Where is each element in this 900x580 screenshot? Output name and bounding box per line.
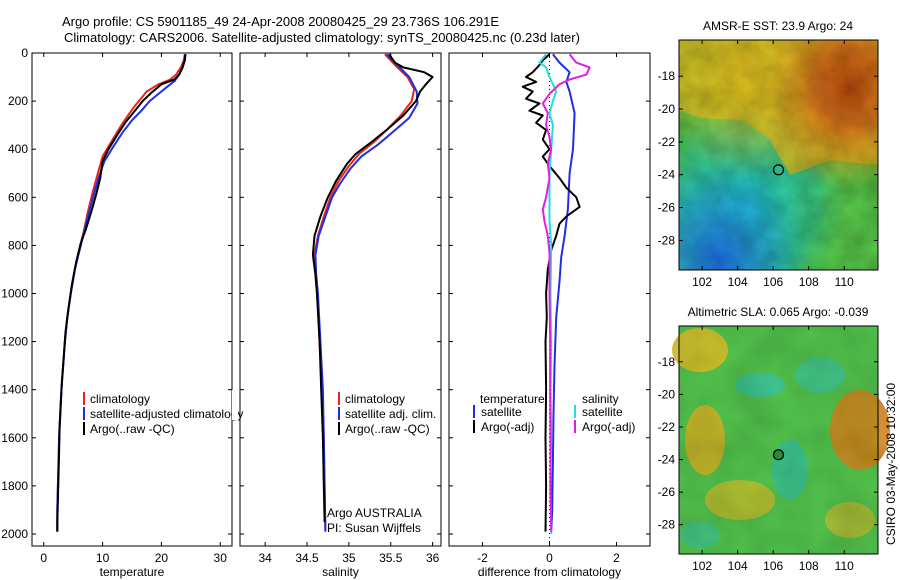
y-tick-label: 200 — [8, 94, 28, 108]
x-tick-label: 102 — [692, 559, 712, 573]
y-tick-label: -18 — [658, 355, 676, 369]
plot-frame — [239, 52, 442, 547]
argo-country-label: Argo AUSTRALIA — [327, 506, 422, 520]
temperature-profile-panel: 0 200 400 600 800 1000 1200 1400 1600 1800 2000 0 10… — [1, 46, 233, 579]
x-tick-label: 20 — [155, 551, 169, 565]
legend-label: satellite-adjusted climatology — [90, 407, 243, 421]
y-tick-label: -22 — [658, 420, 676, 434]
y-tick-label: -18 — [658, 69, 676, 83]
series-line-black — [311, 53, 434, 523]
x-tick-label: 106 — [763, 275, 783, 289]
legend-label: climatology — [345, 392, 405, 406]
x-tick-label: 0 — [546, 551, 553, 565]
legend-label: Argo(-adj) — [582, 420, 635, 434]
x-tick-label: 35 — [342, 551, 356, 565]
y-tick-label: -26 — [658, 485, 676, 499]
x-tick-label: 104 — [728, 559, 748, 573]
y-tick-label: 400 — [8, 142, 28, 156]
sst-map-axes: 102 104 106 108 110 -18 -20 -22 -24 -26 -28 — [658, 40, 878, 289]
x-tick-label: 110 — [835, 275, 854, 289]
x-tick-label: 34.5 — [295, 551, 319, 565]
y-tick-label: -26 — [658, 201, 676, 215]
series-line-magenta — [541, 53, 591, 532]
y-tick-label: 1200 — [1, 335, 28, 349]
salinity-profile-panel: 34 34.5 35 35.5 36 salinity — [239, 52, 442, 579]
y-tick-label: 1600 — [1, 431, 28, 445]
legend-label: satellite — [582, 405, 623, 419]
argo-location-marker — [772, 164, 785, 176]
series-line-black — [521, 53, 581, 532]
plot-frame — [31, 52, 233, 547]
y-tick-label: -24 — [658, 168, 676, 182]
y-tick-label: 800 — [8, 238, 28, 252]
legend-label: climatology — [90, 392, 150, 406]
y-tick-label: 0 — [21, 46, 28, 60]
series-line-black — [56, 54, 187, 532]
difference-legend: temperature salinity satellite Argo(-adj… — [473, 392, 635, 434]
y-tick-label: -20 — [658, 387, 676, 401]
pi-label: PI: Susan Wijffels — [327, 521, 421, 535]
csiro-credit: CSIRO 03-May-2008 10:32:00 — [884, 383, 898, 545]
sla-map-axes: 102 104 106 108 110 -18 -20 -22 -24 -26 -28 — [658, 326, 878, 573]
x-tick-label: 0 — [40, 551, 47, 565]
figure-title-line2: Climatology: CARS2006. Satellite-adjuste… — [64, 30, 580, 45]
x-tick-label: 110 — [835, 559, 854, 573]
legend-label: Argo(..raw -QC) — [90, 422, 175, 436]
x-tick-label: 106 — [763, 559, 783, 573]
argo-location-marker — [772, 449, 785, 461]
y-tick-label: -28 — [658, 518, 676, 532]
y-tick-label: -22 — [658, 135, 676, 149]
y-tick-label: -20 — [658, 102, 676, 116]
y-tick-label: 1400 — [1, 383, 28, 397]
x-tick-label: 30 — [214, 551, 228, 565]
x-tick-label: 102 — [692, 275, 712, 289]
legend-label: satellite — [481, 405, 522, 419]
sla-heatmap — [672, 326, 890, 554]
temperature-legend: climatology satellite-adjusted climatolo… — [83, 392, 243, 436]
legend-label: Argo(..raw -QC) — [345, 422, 430, 436]
x-tick-label: -2 — [477, 551, 488, 565]
y-tick-label: -24 — [658, 453, 676, 467]
x-tick-label: 104 — [728, 275, 748, 289]
legend-title-salinity: salinity — [582, 392, 619, 406]
x-tick-label: 108 — [799, 275, 819, 289]
x-axis-label: temperature — [100, 565, 165, 579]
x-tick-label: 2 — [613, 551, 620, 565]
x-tick-label: 36 — [426, 551, 440, 565]
x-axis-label: salinity — [322, 565, 359, 579]
y-tick-label: 1000 — [1, 286, 28, 300]
sst-heatmap — [679, 40, 878, 270]
figure-title-line1: Argo profile: CS 5901185_49 24-Apr-2008 … — [62, 14, 499, 29]
sla-map-title: Altimetric SLA: 0.065 Argo: -0.039 — [688, 305, 869, 319]
sst-map-title: AMSR-E SST: 23.9 Argo: 24 — [703, 19, 853, 33]
y-tick-label: -28 — [658, 233, 676, 247]
legend-title-temperature: temperature — [480, 392, 545, 406]
x-tick-label: 10 — [96, 551, 110, 565]
legend-label: Argo(-adj) — [481, 420, 534, 434]
y-tick-label: 2000 — [1, 527, 28, 541]
x-tick-label: 34 — [258, 551, 272, 565]
x-axis-label: difference from climatology — [478, 565, 621, 579]
y-tick-label: 1800 — [1, 479, 28, 493]
x-tick-label: 108 — [799, 559, 819, 573]
y-tick-label: 600 — [8, 190, 28, 204]
salinity-legend: climatology satellite adj. clim. Argo(..… — [327, 392, 436, 535]
x-tick-label: 35.5 — [379, 551, 403, 565]
legend-label: satellite adj. clim. — [345, 407, 436, 421]
